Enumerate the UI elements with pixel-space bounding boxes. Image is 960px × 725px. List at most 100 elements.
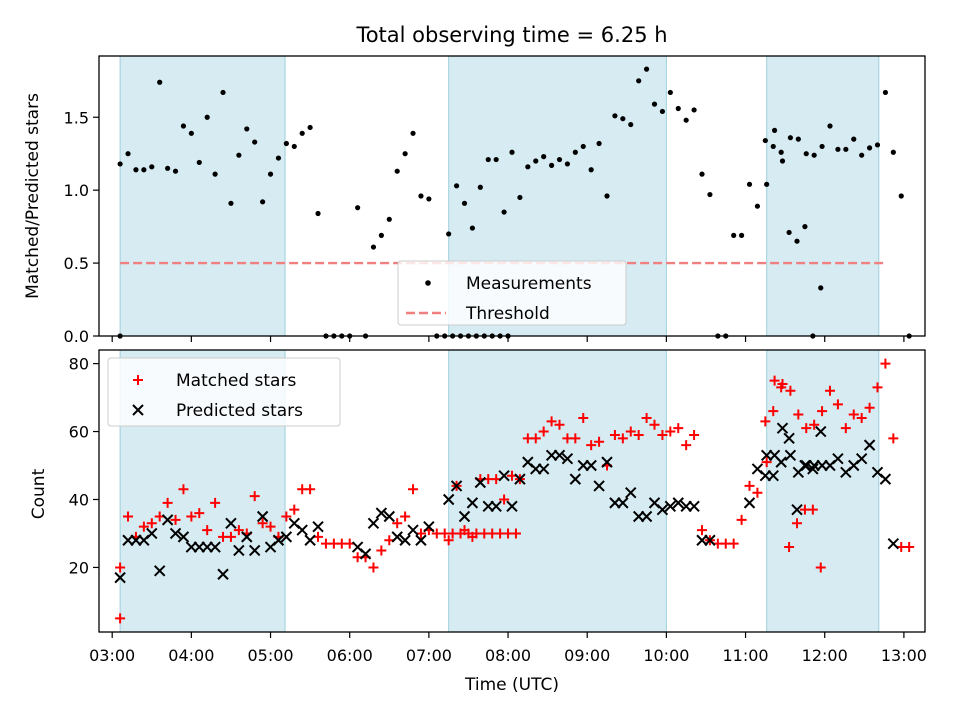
top-series-1-point-113 bbox=[866, 145, 873, 151]
top-series-1-point-16 bbox=[228, 200, 234, 206]
bottom-series-1-point-35 bbox=[376, 545, 387, 556]
top-series-1-point-57 bbox=[485, 156, 491, 163]
top-series-1-point-4 bbox=[133, 167, 139, 173]
bottom-series-2-point-34 bbox=[407, 524, 419, 536]
top-y-tick-label-3: 1.0 bbox=[64, 181, 89, 200]
bottom-series-1-point-113 bbox=[856, 412, 867, 423]
bottom-series-1-point-110 bbox=[832, 399, 843, 410]
top-series-1-point-12 bbox=[196, 159, 202, 166]
top-series-1-point-21 bbox=[267, 171, 274, 177]
bottom-series-2-point-17 bbox=[241, 531, 253, 543]
bottom-legend-box bbox=[107, 357, 341, 427]
bottom-series-2-point-14 bbox=[217, 568, 229, 580]
top-series-1-point-78 bbox=[651, 101, 658, 107]
bottom-series-1-point-1 bbox=[115, 613, 126, 624]
x-tick-label-6: 08:00 bbox=[485, 646, 531, 665]
bottom-series-2-point-13 bbox=[209, 541, 221, 553]
bottom-series-2-point-79 bbox=[807, 463, 819, 475]
bottom-series-2 bbox=[114, 422, 900, 584]
bottom-series-1-point-67 bbox=[554, 419, 565, 430]
top-series-1-point-106 bbox=[811, 152, 817, 158]
top-y-axis-label: Matched/Predicted stars bbox=[23, 93, 43, 299]
top-series-1-point-27 bbox=[315, 210, 321, 217]
x-tick-label-8: 10:00 bbox=[643, 646, 689, 665]
bottom-series-1-point-97 bbox=[792, 518, 803, 529]
bottom-series-1-point-34 bbox=[368, 562, 379, 573]
bottom-shaded-interval-3 bbox=[766, 349, 880, 633]
bottom-series-2-point-68 bbox=[688, 500, 700, 512]
bottom-series-2-point-19 bbox=[256, 510, 269, 523]
top-series-1-point-107 bbox=[819, 143, 825, 150]
top-series-1-point-8 bbox=[165, 165, 171, 171]
bottom-series-1-point-3 bbox=[123, 511, 134, 522]
top-series-1-point-76 bbox=[636, 78, 642, 84]
x-axis-label: Time (UTC) bbox=[464, 675, 559, 695]
top-series-1-point-112 bbox=[859, 152, 865, 158]
x-tick-label-11: 13:00 bbox=[881, 646, 927, 665]
top-series-1-point-26 bbox=[307, 124, 313, 131]
bottom-series-1-point-11 bbox=[186, 511, 197, 522]
top-series-1-point-38 bbox=[402, 151, 408, 157]
bottom-series-2-point-26 bbox=[312, 520, 324, 533]
bottom-series-2-point-40 bbox=[466, 497, 479, 509]
top-series-1-point-7 bbox=[157, 79, 163, 85]
x-tick-label-10: 12:00 bbox=[802, 646, 848, 665]
bottom-legend-label-1: Matched stars bbox=[176, 371, 296, 391]
bottom-series-1-point-105 bbox=[793, 409, 804, 420]
bottom-series-1-point-24 bbox=[289, 504, 300, 515]
top-panel: 0.0 0.5 1.0 1.5 Measurements Threshold bbox=[64, 55, 926, 346]
bottom-series-1-point-16 bbox=[225, 531, 236, 542]
bottom-series-1-point-84 bbox=[689, 429, 700, 440]
top-y-tick-label-1: 0.0 bbox=[64, 327, 89, 346]
top-series-1-point-23 bbox=[283, 140, 289, 147]
bottom-series-2-point-8 bbox=[169, 527, 182, 540]
bottom-series-1-point-79 bbox=[649, 419, 660, 430]
top-series-1-point-102 bbox=[779, 158, 786, 164]
top-series-1-point-109 bbox=[835, 146, 841, 152]
top-series-1-point-18 bbox=[244, 126, 250, 132]
bottom-series-2-point-96 bbox=[879, 473, 892, 485]
bottom-series-1-point-13 bbox=[202, 525, 213, 536]
top-axes-frame bbox=[98, 55, 926, 337]
bottom-series-2-point-5 bbox=[146, 527, 158, 540]
top-shaded-interval-1 bbox=[119, 55, 286, 337]
top-series-1-point-104 bbox=[795, 136, 801, 142]
bottom-series-1-point-89 bbox=[728, 538, 739, 549]
bottom-series-1-point-64 bbox=[530, 433, 541, 444]
bottom-series-1-point-21 bbox=[265, 521, 276, 532]
bottom-series-1-point-60 bbox=[499, 494, 510, 505]
top-series-1-point-116 bbox=[890, 149, 896, 155]
bottom-axes-frame bbox=[98, 349, 926, 633]
top-series-1-point-17 bbox=[236, 152, 242, 158]
x-tick-label-7: 09:00 bbox=[564, 646, 610, 665]
top-series-1-point-35 bbox=[378, 232, 384, 238]
top-series-1-point-81 bbox=[675, 105, 681, 112]
top-series-1-point-77 bbox=[643, 66, 650, 72]
bottom-series-2-point-57 bbox=[601, 456, 613, 468]
bottom-series-1-point-9 bbox=[170, 514, 181, 525]
top-series-1-point-55 bbox=[469, 225, 476, 231]
bottom-series-1-point-117 bbox=[888, 433, 899, 444]
top-series-1-point-63 bbox=[533, 158, 539, 164]
bottom-series-2-point-53 bbox=[569, 473, 582, 485]
bottom-series-1-point-96 bbox=[784, 542, 795, 553]
bottom-series-1-point-66 bbox=[546, 416, 557, 427]
bottom-series-1-point-81 bbox=[665, 426, 676, 437]
bottom-series-2-point-62 bbox=[640, 510, 653, 523]
top-legend-label-1: Measurements bbox=[466, 274, 592, 294]
bottom-series-1-point-80 bbox=[657, 429, 668, 440]
bottom-series-1-point-90 bbox=[736, 514, 747, 525]
top-series-1-point-72 bbox=[604, 193, 610, 199]
x-tick-label-1: 03:00 bbox=[89, 646, 135, 665]
bottom-series-1-point-17 bbox=[233, 525, 244, 536]
bottom-series-1-point-10 bbox=[178, 484, 189, 495]
bottom-series-1-point-114 bbox=[864, 402, 875, 413]
top-series-1-point-65 bbox=[548, 162, 555, 168]
bottom-series-1-point-112 bbox=[848, 409, 859, 420]
top-series-1-point-93 bbox=[770, 143, 776, 150]
x-tick-label-3: 05:00 bbox=[247, 646, 293, 665]
top-series-1-point-25 bbox=[299, 130, 305, 136]
top-series-1-point-3 bbox=[125, 151, 131, 157]
bottom-series-1-point-115 bbox=[872, 382, 883, 393]
bottom-series-1-point-56 bbox=[467, 531, 478, 542]
